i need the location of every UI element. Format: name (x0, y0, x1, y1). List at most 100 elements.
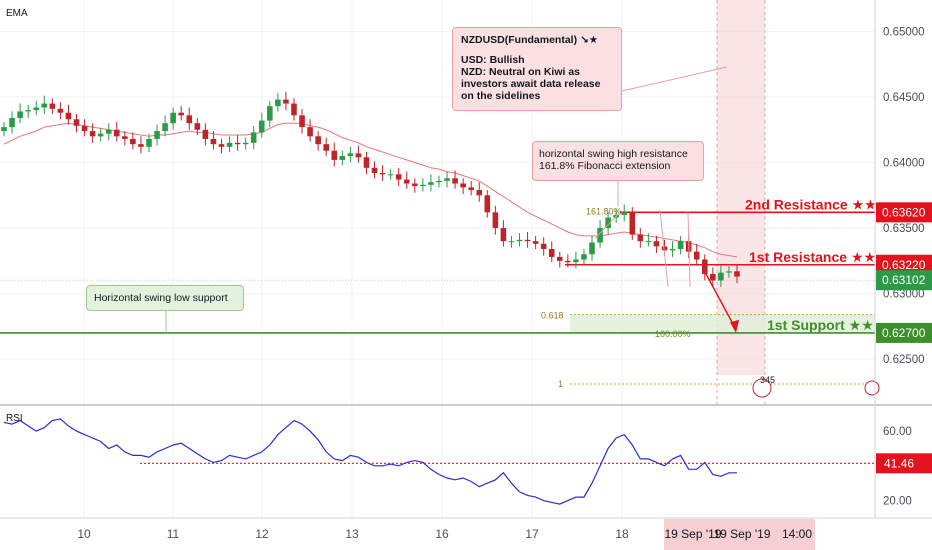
candle-body (581, 254, 587, 260)
candle (170, 107, 176, 130)
fundamental-title: NZDUSD(Fundamental) ↘★ (461, 34, 599, 46)
level-price-badge (876, 322, 932, 343)
candle (162, 115, 168, 137)
candle-body (508, 241, 515, 243)
fib-zone (570, 314, 875, 333)
candle (726, 266, 732, 278)
candle-body (629, 212, 636, 235)
candle (403, 171, 410, 189)
candle (516, 233, 523, 247)
fib-ext-label: 161.80% (586, 206, 622, 216)
ema-path (3, 122, 738, 258)
candle-body (73, 119, 80, 126)
candle-body (452, 178, 458, 184)
fib-1-label: 1 (558, 379, 563, 389)
candle-body (291, 103, 297, 116)
candle-body (89, 131, 96, 137)
drawings: 345 (165, 66, 880, 398)
candle-body (234, 142, 241, 145)
candle-body (565, 260, 571, 263)
candle (718, 264, 724, 288)
level-price-label: 0.62700 (882, 326, 926, 340)
candle-body (379, 173, 386, 175)
candle-body (460, 183, 466, 188)
level-lines: 2nd Resistance ★★ 0.63620 1st Resistance ★… (0, 196, 932, 343)
candle (315, 131, 321, 151)
candle-body (621, 212, 628, 215)
candle-body (202, 129, 209, 139)
candle-body (226, 142, 233, 147)
candle-body (331, 150, 338, 160)
candle (589, 235, 595, 261)
candle-body (242, 142, 249, 145)
candle (734, 264, 740, 284)
level-price-badge (876, 254, 932, 275)
candle (637, 228, 644, 248)
candle (65, 104, 72, 125)
candle (234, 135, 241, 151)
candle-body (218, 144, 225, 147)
candle (250, 125, 257, 150)
candle (323, 137, 329, 156)
candle (33, 100, 40, 116)
resistance-note[interactable]: horizontal swing high resistance 161.8% … (532, 141, 704, 181)
rsi-value-label: 41.46 (884, 456, 914, 470)
candle (218, 138, 225, 154)
candle-body (726, 271, 732, 273)
candle (605, 212, 611, 235)
candle-body (323, 144, 329, 151)
candle (242, 137, 249, 150)
rsi-path (3, 418, 737, 505)
rsi-tick-label: 20.00 (883, 496, 912, 508)
candle (1, 121, 7, 137)
price-tick-label: 0.63000 (883, 289, 925, 301)
fib-0618-label: 0.618 (541, 311, 564, 321)
candle-body (363, 157, 370, 168)
rsi-tick-label: 60.00 (883, 426, 912, 438)
candle (267, 100, 273, 128)
time-tick-label: 12 (255, 527, 269, 541)
candle-body (516, 239, 523, 242)
candle-body (387, 174, 394, 176)
candle-body (9, 117, 15, 128)
axes[interactable]: 0.65000 0.64500 0.64000 0.63500 0.63000 0.625… (77, 26, 932, 550)
fibonacci-tool: 0.618 100.00% 1 161.80% (541, 206, 875, 389)
candle (17, 103, 23, 124)
candle-body (637, 234, 644, 242)
level-name: 2nd Resistance ★★ (745, 196, 877, 212)
swing-guide-3 (687, 212, 691, 288)
candle-body (557, 256, 563, 261)
candle (428, 174, 434, 192)
candle (484, 190, 491, 218)
candle (621, 204, 628, 222)
candle (347, 146, 354, 163)
candle (379, 165, 386, 181)
candle (452, 170, 458, 189)
candle-body (589, 242, 595, 255)
rsi-value-badge (876, 453, 932, 474)
candle-body (347, 153, 354, 156)
candle (629, 207, 636, 240)
fundamental-note[interactable]: NZDUSD(Fundamental) ↘★ USD: Bullish NZD:… (452, 27, 622, 111)
candle (532, 235, 539, 250)
candle-body (122, 136, 128, 139)
candle-body (33, 107, 40, 111)
level-price-label: 0.63620 (882, 205, 926, 219)
candle-body (283, 99, 289, 104)
ema-line (3, 122, 738, 258)
candle-body (693, 251, 700, 260)
support-note[interactable]: Horizontal swing low support (86, 285, 244, 311)
candle-body (97, 133, 104, 137)
candle-body (661, 246, 668, 251)
time-tick-label: 17 (525, 527, 539, 541)
candle (573, 251, 579, 269)
event-badge-count: 345 (760, 375, 775, 385)
rsi-label: RSI (6, 413, 23, 424)
fundamental-usd: USD: Bullish (461, 54, 525, 66)
candle (194, 117, 201, 135)
candle (81, 119, 88, 137)
candle (677, 235, 684, 255)
candle (395, 167, 402, 187)
candle (460, 178, 466, 194)
candle (154, 124, 160, 146)
